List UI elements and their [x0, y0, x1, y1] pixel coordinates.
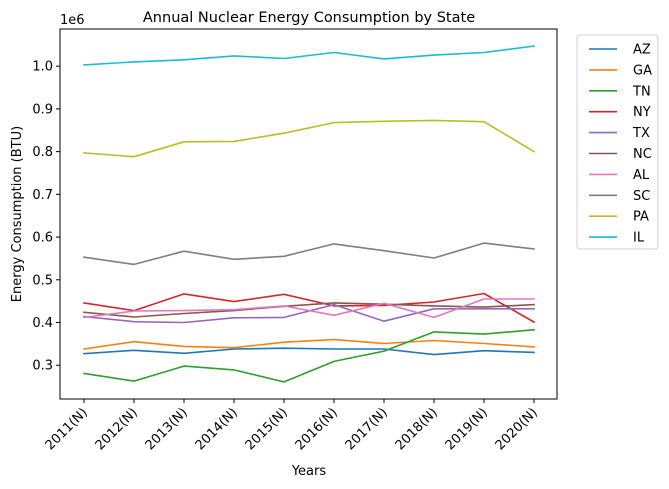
legend-label-ga: GA: [633, 63, 652, 78]
legend: AZ GA TN NY TX NC AL SC PA IL: [576, 34, 659, 250]
x-axis: 2011(N) 2012(N) 2013(N) 2014(N) 2015(N) 2016(…: [43, 399, 541, 453]
y-tick-label: 0.7: [32, 188, 53, 203]
x-tick-label: 2015(N): [243, 405, 291, 453]
x-tick-label: 2014(N): [193, 405, 241, 453]
series-line-al: [83, 298, 535, 319]
legend-label-il: IL: [633, 231, 645, 246]
series-line-ga: [83, 338, 535, 350]
legend-label-tx: TX: [632, 126, 650, 141]
y-offset-label: 1e6: [60, 13, 85, 28]
legend-label-az: AZ: [633, 43, 651, 58]
series-line-az: [83, 347, 535, 356]
x-tick-label: 2012(N): [93, 405, 141, 453]
series-line-il: [83, 45, 535, 66]
x-tick-label: 2020(N): [493, 405, 541, 453]
x-tick-label: 2016(N): [293, 405, 341, 453]
series-line-pa: [83, 119, 536, 158]
series-line-nc: [83, 302, 535, 318]
y-tick-label: 0.9: [32, 102, 53, 117]
x-axis-title: Years: [291, 464, 327, 479]
chart-title: Annual Nuclear Energy Consumption by Sta…: [143, 10, 475, 26]
x-tick-label: 2017(N): [343, 405, 391, 453]
x-tick-label: 2018(N): [393, 405, 441, 453]
x-tick-label: 2011(N): [43, 405, 91, 453]
legend-label-ny: NY: [633, 105, 651, 120]
legend-label-al: AL: [633, 168, 650, 183]
y-tick-label: 0.4: [32, 316, 53, 331]
x-tick-label: 2019(N): [443, 405, 491, 453]
y-tick-label: 1.0: [32, 60, 53, 75]
y-tick-label: 0.5: [32, 273, 53, 288]
legend-label-pa: PA: [633, 210, 649, 225]
y-axis: 0.3 0.4 0.5 0.6 0.7 0.8 0.9 1.0: [32, 60, 60, 374]
y-axis-title: Energy Consumption (BTU): [10, 126, 25, 302]
series-line-tn: [83, 328, 535, 383]
y-tick-label: 0.8: [32, 145, 53, 160]
series-line-ny: [83, 292, 536, 324]
series-line-sc: [83, 242, 535, 266]
y-tick-label: 0.6: [32, 231, 53, 246]
legend-label-tn: TN: [632, 84, 651, 99]
plot-frame: [59, 28, 558, 400]
legend-label-sc: SC: [633, 189, 650, 204]
legend-label-nc: NC: [633, 147, 652, 162]
plot-lines: [83, 45, 536, 383]
x-tick-label: 2013(N): [143, 405, 191, 453]
y-tick-label: 0.3: [32, 359, 53, 374]
